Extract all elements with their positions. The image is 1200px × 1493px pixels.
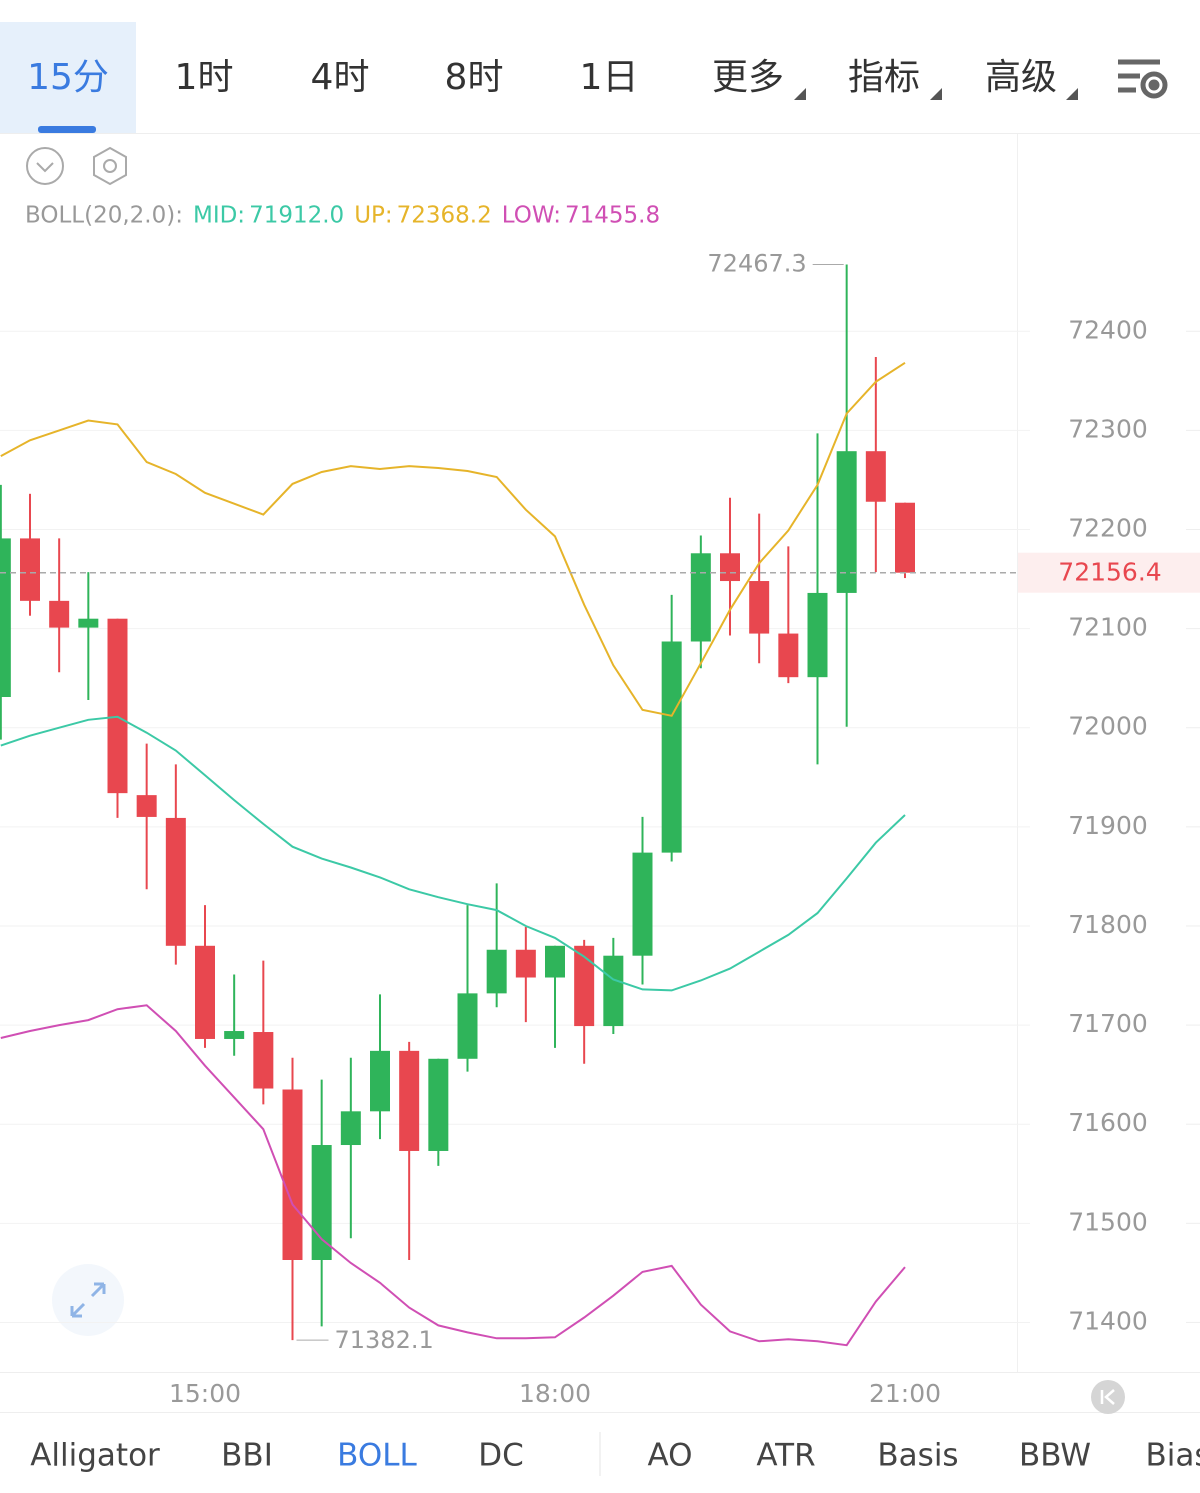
candle-body: [20, 538, 40, 601]
candle-body: [603, 955, 624, 1027]
candle-body: [78, 618, 99, 628]
candle-body: [165, 817, 186, 946]
candle-body: [486, 949, 507, 994]
candle-body: [457, 993, 478, 1059]
x-tick-label: 18:00: [519, 1379, 591, 1408]
timeframe-tab[interactable]: 4时: [311, 57, 370, 98]
candle-body: [515, 949, 536, 978]
candle-body: [895, 502, 915, 573]
candle-body: [632, 852, 653, 956]
min-label: 71382.1: [335, 1326, 434, 1354]
y-tick-label: 72200: [1068, 513, 1148, 542]
candle-body: [545, 945, 565, 978]
legend-text: 71455.8: [565, 203, 660, 229]
boll-line: [0, 715, 906, 992]
candle-body: [0, 538, 11, 698]
timeframe-tab[interactable]: 更多: [712, 57, 784, 98]
legend-text: 72368.2: [397, 203, 492, 229]
settings-icon[interactable]: [1118, 59, 1168, 99]
y-tick-label: 72000: [1068, 712, 1148, 741]
expand-button[interactable]: [52, 1264, 124, 1336]
legend-text: MID:: [193, 203, 245, 229]
candle-body: [807, 592, 828, 678]
y-tick-label: 71600: [1068, 1108, 1148, 1137]
timeframe-tab[interactable]: 15分: [27, 57, 109, 98]
last-price-label: 72156.4: [1058, 558, 1161, 587]
tab-underline: [38, 126, 96, 133]
boll-line: [0, 1004, 906, 1347]
legend-text: UP:: [354, 203, 392, 229]
timeframe-tab[interactable]: 高级: [985, 57, 1057, 98]
legend-text: 71912.0: [249, 203, 344, 229]
indicator-tab[interactable]: BBI: [221, 1438, 273, 1474]
last-price-bg: [1018, 552, 1200, 593]
legend-text: LOW:: [502, 203, 561, 229]
max-label: 72467.3: [707, 250, 806, 278]
y-tick-label: 71800: [1068, 910, 1148, 939]
candle-body: [282, 1089, 303, 1260]
candle-body: [195, 945, 215, 1039]
candle-body: [399, 1050, 420, 1151]
candle-body: [224, 1031, 245, 1039]
candle-body: [690, 553, 711, 642]
candle-body: [136, 795, 157, 817]
y-tick-label: 72400: [1068, 315, 1148, 344]
candle-body: [49, 600, 70, 628]
timeframe-tab[interactable]: 指标: [848, 57, 920, 98]
y-tick-label: 71700: [1068, 1009, 1148, 1038]
timeframe-tab[interactable]: 1时: [175, 57, 234, 98]
indicator-tab[interactable]: Alligator: [30, 1438, 160, 1474]
candle-body: [778, 633, 799, 678]
candle-body: [749, 581, 770, 634]
boll-line: [0, 361, 906, 717]
timeframe-tab[interactable]: 8时: [445, 57, 504, 98]
dropdown-marks: [794, 88, 1078, 100]
y-tick-label: 71500: [1068, 1207, 1148, 1236]
x-tick-label: 21:00: [869, 1379, 941, 1408]
indicator-tab[interactable]: DC: [478, 1438, 524, 1474]
candle-body: [661, 641, 682, 853]
indicator-tab[interactable]: BBW: [1019, 1438, 1091, 1474]
x-tick-label: 15:00: [169, 1379, 241, 1408]
scroll-end-button[interactable]: [1091, 1380, 1125, 1414]
y-tick-label: 71400: [1068, 1306, 1148, 1335]
candle-body: [720, 553, 740, 582]
indicator-tab[interactable]: Basis: [877, 1438, 958, 1474]
y-tick-label: 72100: [1068, 613, 1148, 642]
candle-body: [370, 1050, 390, 1112]
tab-selected-bg: [0, 22, 136, 133]
candle-body: [253, 1032, 274, 1089]
legend-text: BOLL(20,2.0):: [25, 203, 183, 229]
indicator-tab[interactable]: Bias: [1145, 1438, 1200, 1474]
candle-body: [107, 618, 128, 794]
indicator-tab[interactable]: AO: [647, 1438, 692, 1474]
y-tick-label: 72300: [1068, 414, 1148, 443]
y-tick-label: 71900: [1068, 811, 1148, 840]
candle-body: [836, 451, 857, 593]
timeframe-tab[interactable]: 1日: [580, 57, 639, 98]
indicator-tab[interactable]: BOLL: [337, 1438, 417, 1474]
indicator-settings-icon[interactable]: [93, 146, 127, 186]
candle-body: [865, 451, 886, 502]
candle-body: [311, 1145, 332, 1260]
indicator-tab[interactable]: ATR: [756, 1438, 815, 1474]
candle-body: [574, 945, 595, 1027]
plot: [0, 264, 915, 1347]
candle-body: [340, 1111, 361, 1146]
candle-body: [428, 1058, 449, 1151]
collapse-icon[interactable]: [26, 147, 64, 185]
